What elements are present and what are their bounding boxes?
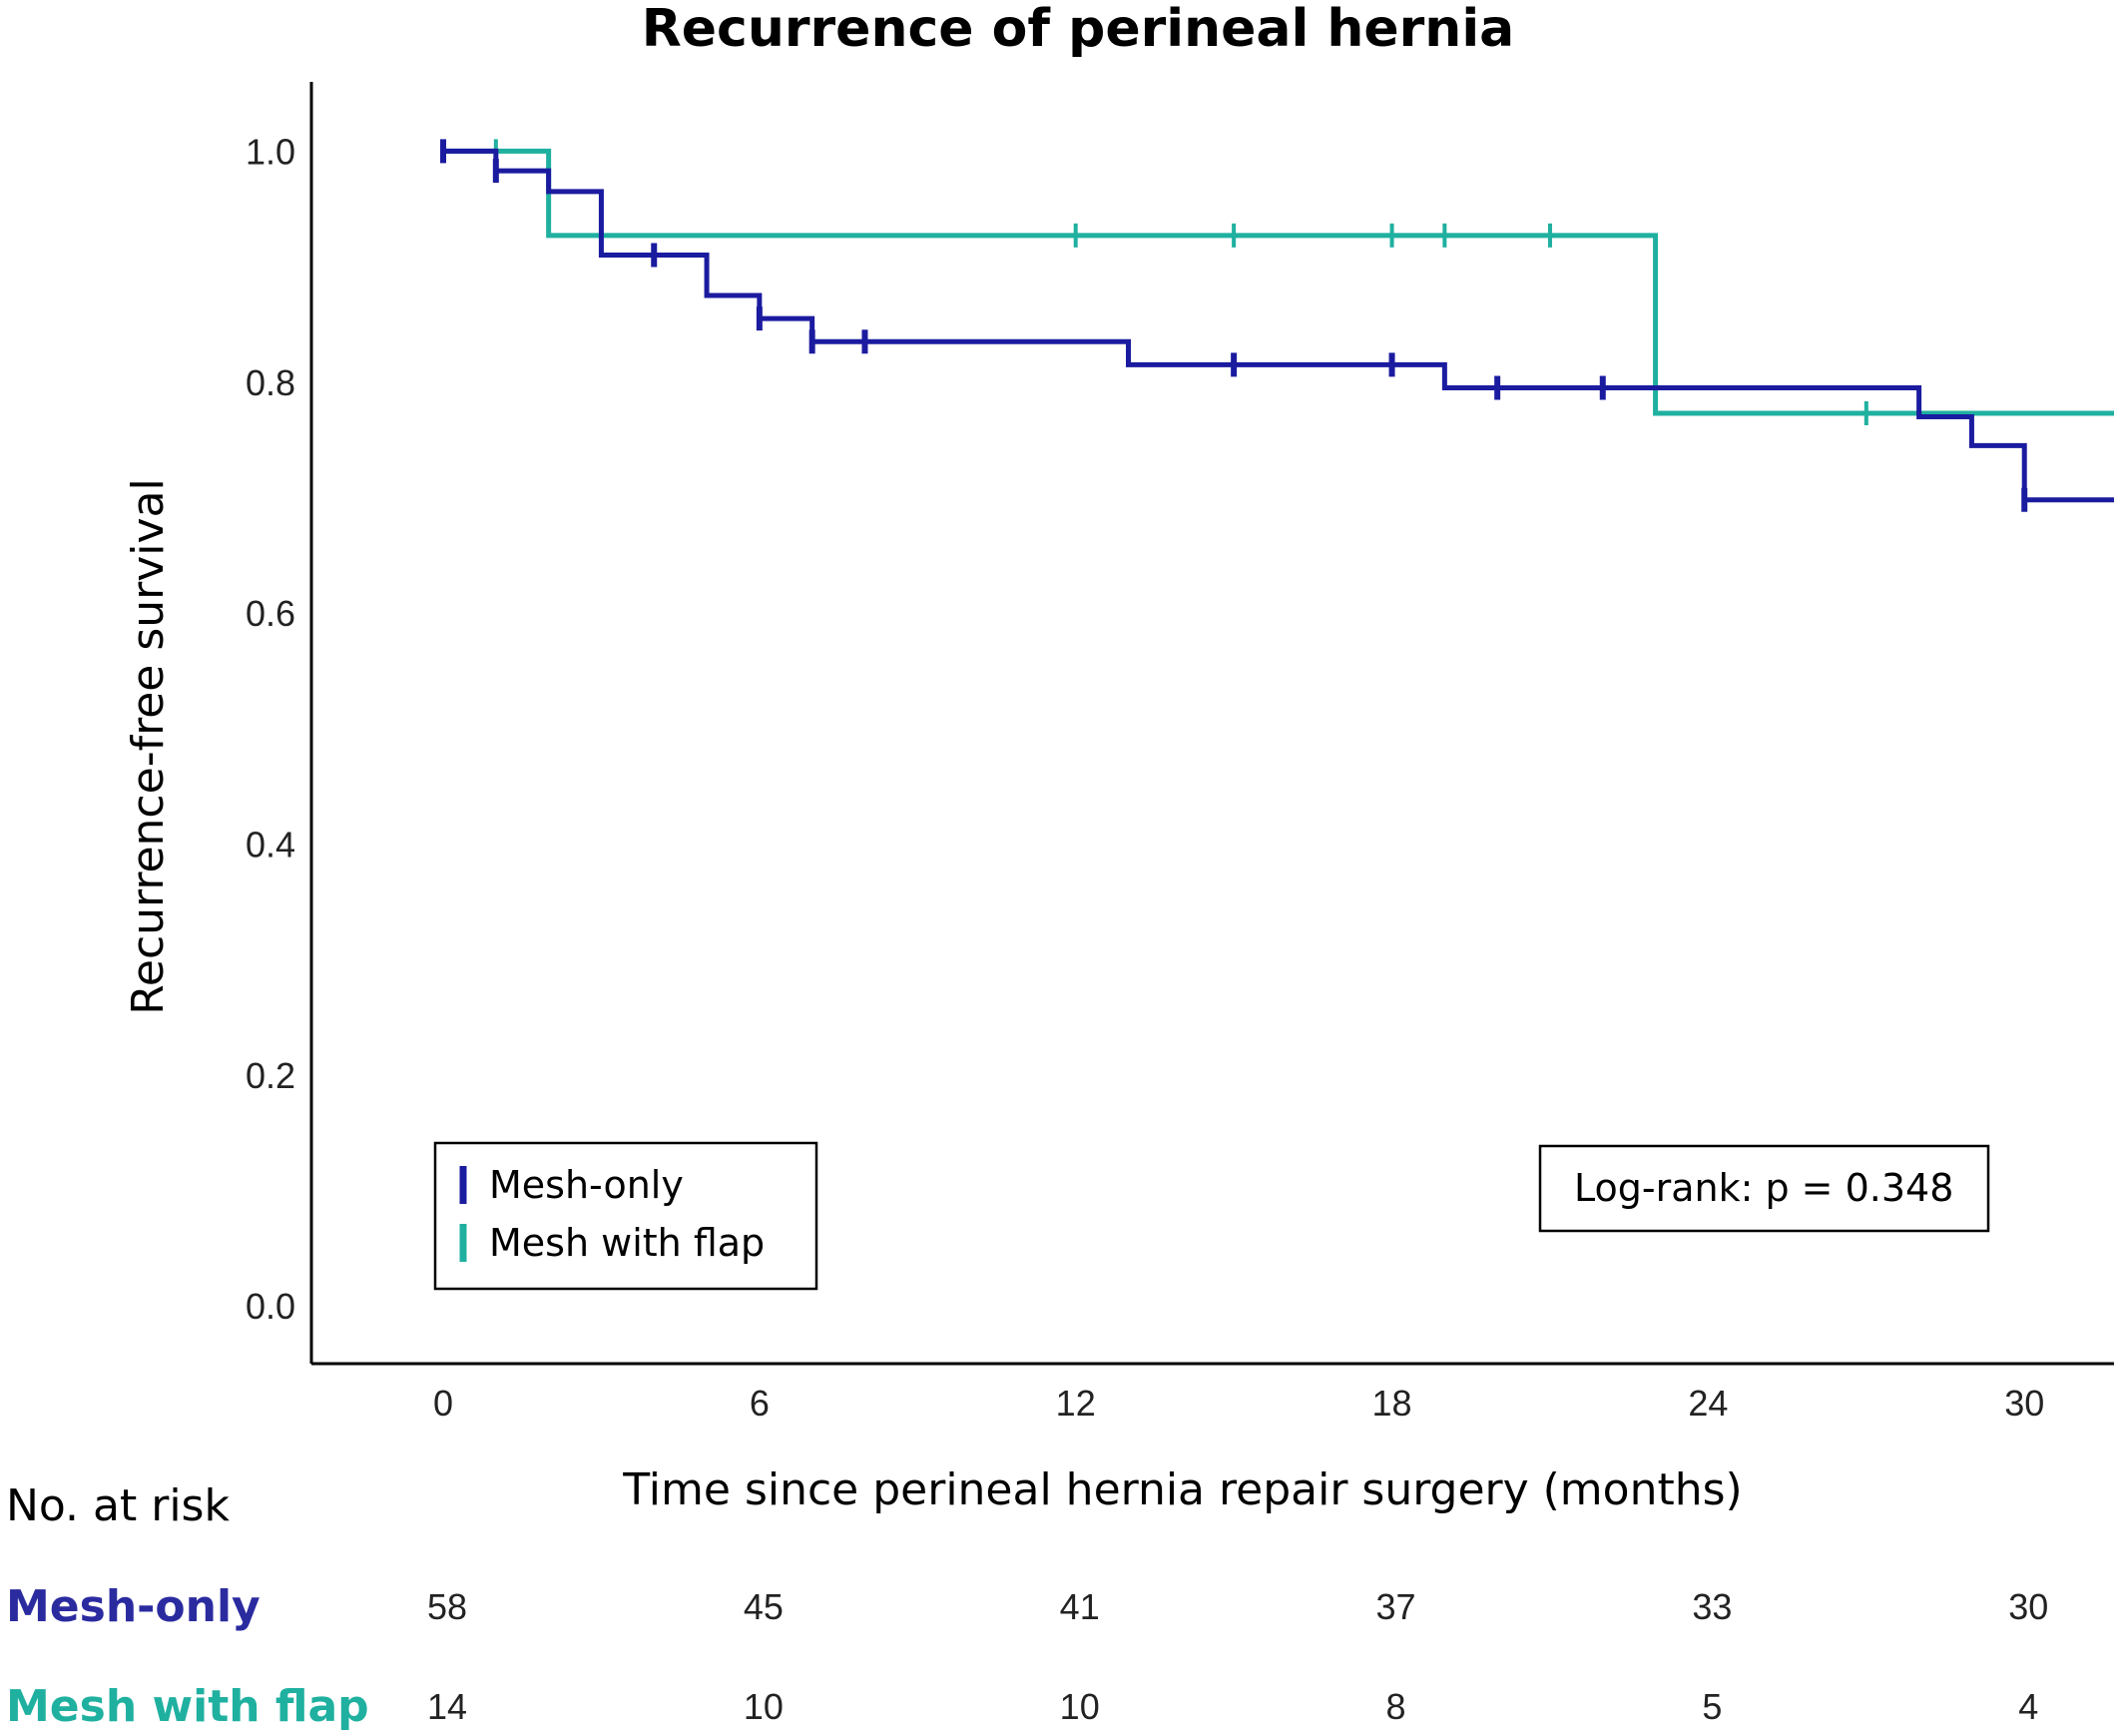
series-line-mesh-with-flap [443,148,2114,416]
risk-value: 10 [1060,1686,1100,1727]
x-tick-label: 12 [1056,1383,1096,1424]
x-tick-label: 0 [433,1383,453,1424]
risk-value: 33 [1692,1586,1732,1627]
y-tick-label: 0.0 [246,1286,295,1327]
y-tick-label: 1.0 [246,131,295,172]
logrank-box [1538,1144,1990,1233]
legend-label-mesh-only: Mesh-only [489,1163,684,1207]
legend-label-mesh-with-flap: Mesh with flap [489,1221,765,1265]
risk-value: 45 [744,1586,784,1627]
risk-value: 37 [1376,1586,1416,1627]
chart-title: Recurrence of perineal hernia [642,0,1515,59]
series-line-mesh-only [443,148,2114,503]
x-tick-label: 24 [1688,1383,1728,1424]
risk-value: 5 [1702,1686,1722,1727]
legend: Mesh-only Mesh with flap [433,1141,818,1291]
risk-value: 10 [744,1686,784,1727]
risk-value: 4 [2018,1686,2038,1727]
x-tick-label: 18 [1372,1383,1412,1424]
y-tick-label: 0.4 [246,824,295,865]
risk-value: 41 [1060,1586,1100,1627]
risk-table-values: 58 45 41 37 33 30 14 10 10 8 5 4 [427,1586,2048,1727]
risk-value: 8 [1386,1686,1406,1727]
risk-value: 14 [427,1686,467,1727]
x-tick-label: 30 [2004,1383,2044,1424]
risk-value: 30 [2008,1586,2048,1627]
y-axis-ticks: 0.0 0.2 0.4 0.6 0.8 1.0 [246,131,295,1327]
risk-value: 58 [427,1586,467,1627]
x-tick-label: 6 [750,1383,770,1424]
y-tick-label: 0.8 [246,362,295,403]
y-tick-label: 0.2 [246,1055,295,1096]
risk-row-label-mesh-only: Mesh-only [6,1581,261,1632]
legend-box [433,1141,818,1291]
logrank-text: Log-rank: p = 0.348 [1574,1166,1953,1210]
series-layer [440,139,2114,512]
x-axis-ticks: 0 6 12 18 24 30 [433,1383,2044,1424]
y-axis-label: Recurrence-free survival [123,478,174,1014]
risk-table-title: No. at risk [6,1480,230,1531]
logrank-annotation: Log-rank: p = 0.348 [1538,1144,1990,1233]
y-tick-label: 0.6 [246,593,295,634]
risk-row-label-mesh-with-flap: Mesh with flap [6,1681,369,1732]
x-axis-label: Time since perineal hernia repair surger… [622,1464,1742,1515]
